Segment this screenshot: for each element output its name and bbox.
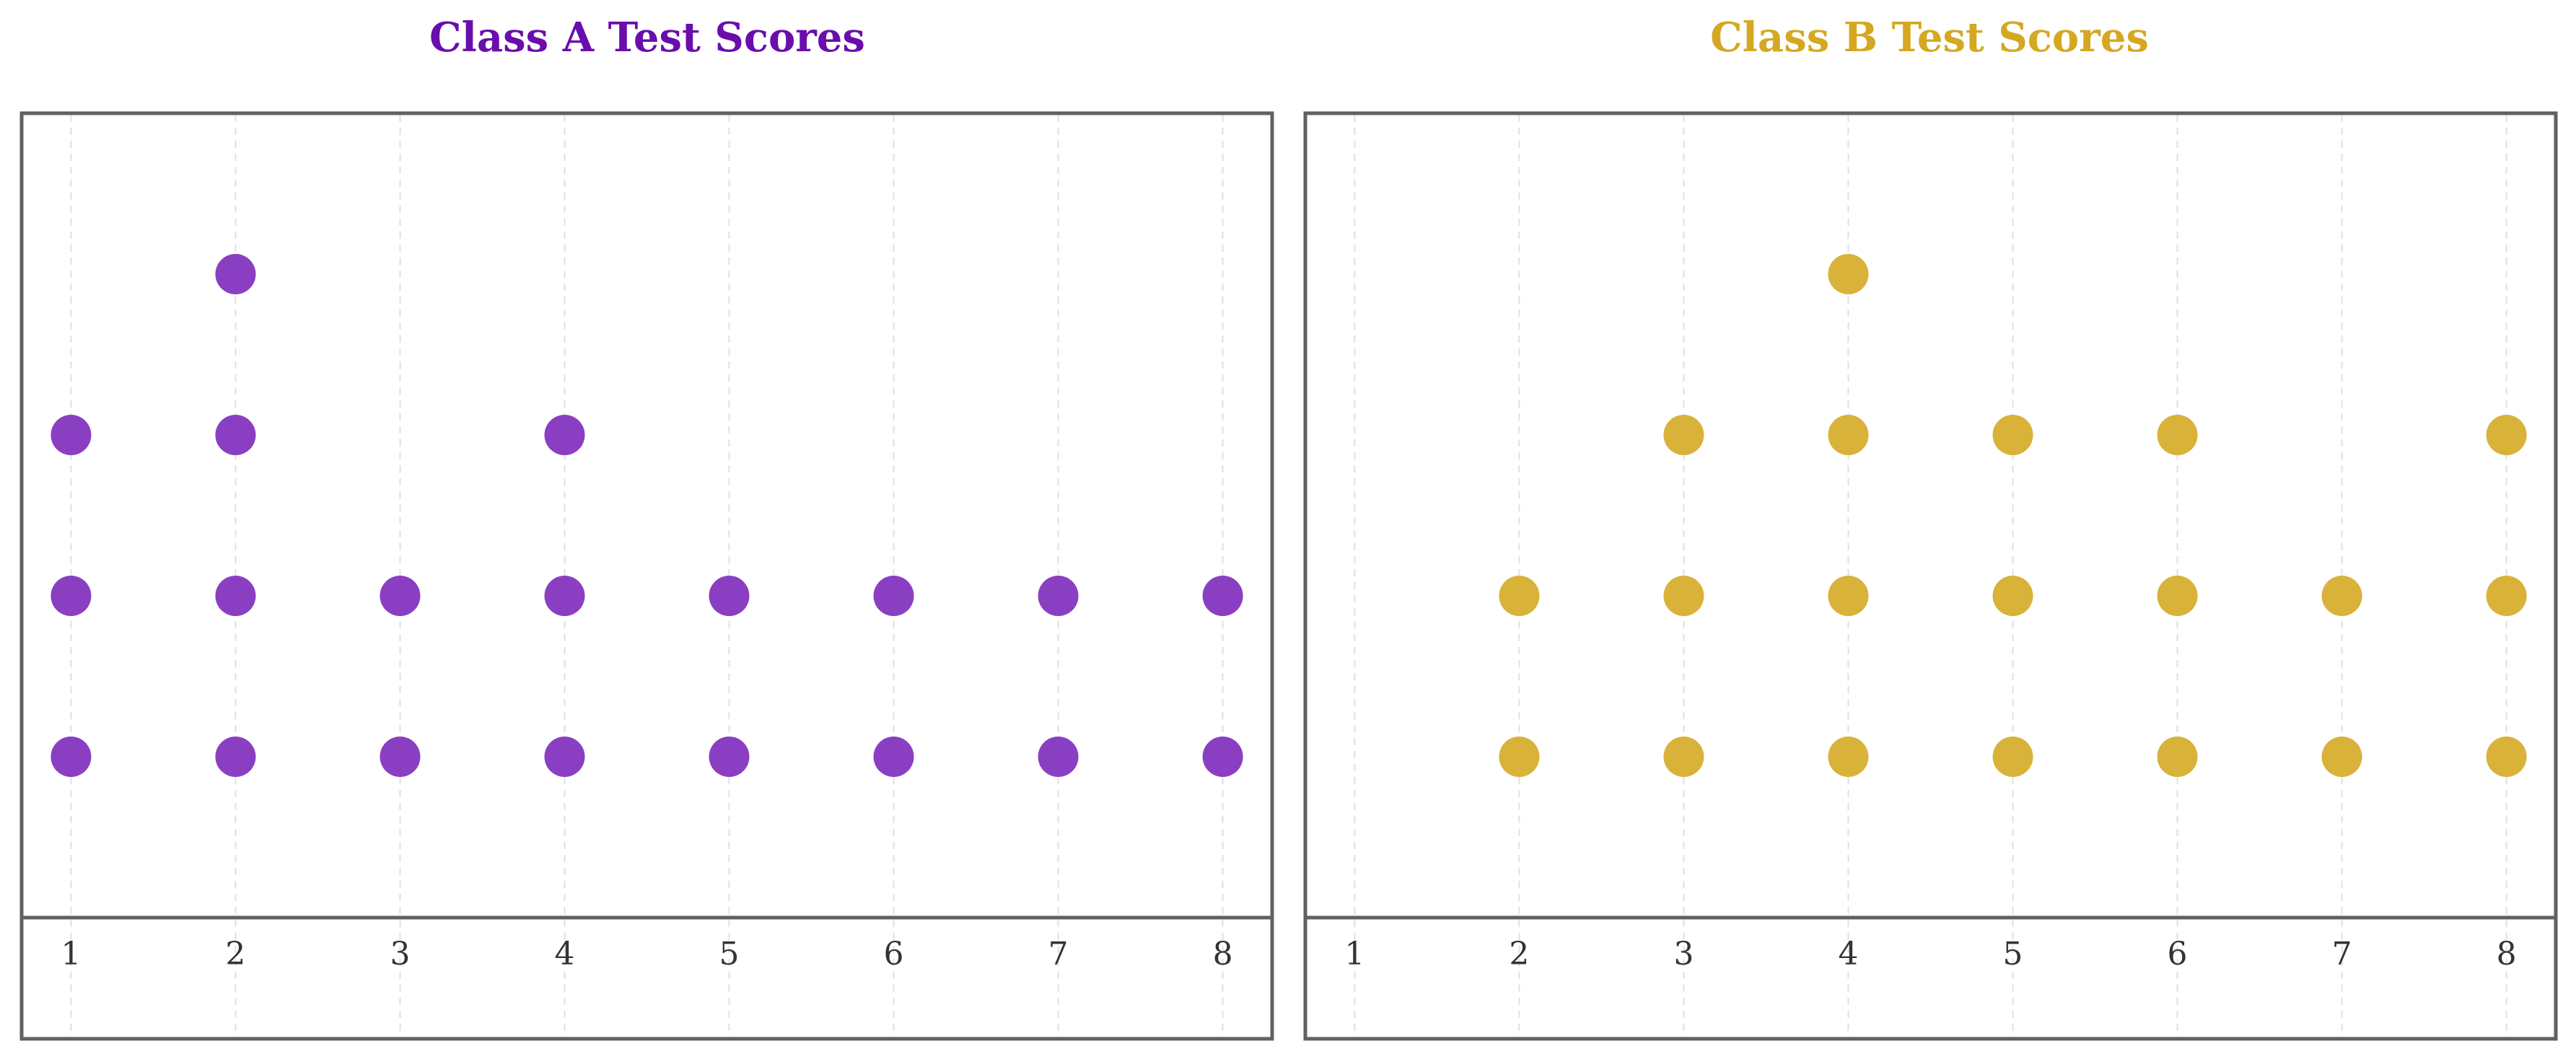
data-point (51, 576, 92, 616)
x-tick-label: 4 (1838, 936, 1858, 972)
x-tick-label: 8 (2497, 936, 2517, 972)
x-tick-label: 4 (554, 936, 574, 972)
data-point (1499, 737, 1540, 777)
data-point (1202, 576, 1243, 616)
data-point (1038, 737, 1079, 777)
panel-class-a: Class A Test Scores 1 2 3 4 5 6 7 8 (19, 14, 1274, 1041)
data-point (2486, 576, 2527, 616)
data-point (1663, 576, 1704, 616)
data-point (1663, 415, 1704, 455)
x-tick-label: 2 (225, 936, 245, 972)
data-point (873, 576, 914, 616)
x-tick-label: 3 (390, 936, 410, 972)
data-point (1992, 415, 2033, 455)
grid-lines (1354, 115, 2507, 1039)
grid-lines (70, 115, 1224, 1039)
data-point (215, 254, 256, 294)
data-point (215, 576, 256, 616)
panel-title: Class A Test Scores (429, 14, 865, 61)
x-tick-label: 5 (2003, 936, 2023, 972)
panel-class-b: Class B Test Scores 1 2 3 4 5 6 7 8 (1303, 14, 2558, 1041)
data-point (1202, 737, 1243, 777)
x-tick-label: 7 (2332, 936, 2352, 972)
data-point (1828, 254, 1869, 294)
data-point (544, 415, 585, 455)
x-tick-label: 6 (884, 936, 904, 972)
data-point (1828, 576, 1869, 616)
data-point (1038, 576, 1079, 616)
data-point (2157, 576, 2198, 616)
data-point (2321, 576, 2362, 616)
data-point (2157, 415, 2198, 455)
x-tick-label: 1 (1344, 936, 1364, 972)
data-point (1828, 737, 1869, 777)
data-point (380, 737, 421, 777)
data-point (709, 576, 750, 616)
x-tick-label: 6 (2168, 936, 2188, 972)
plot-frame (1303, 111, 2558, 1041)
data-point (2321, 737, 2362, 777)
data-point (2486, 415, 2527, 455)
plot-frame (19, 111, 1274, 1041)
data-point (2486, 737, 2527, 777)
data-point (873, 737, 914, 777)
data-point (215, 415, 256, 455)
data-point (544, 576, 585, 616)
x-tick-label: 8 (1213, 936, 1233, 972)
data-point (1828, 415, 1869, 455)
x-tick-label: 3 (1673, 936, 1694, 972)
data-point (380, 576, 421, 616)
data-point (51, 415, 92, 455)
x-tick-labels: 1 2 3 4 5 6 7 8 (61, 936, 1232, 972)
data-points (1499, 254, 2527, 777)
data-point (1992, 737, 2033, 777)
data-point (215, 737, 256, 777)
data-point (1499, 576, 1540, 616)
data-point (1992, 576, 2033, 616)
data-point (51, 737, 92, 777)
x-tick-label: 5 (719, 936, 740, 972)
x-tick-label: 1 (61, 936, 81, 972)
panel-title: Class B Test Scores (1710, 14, 2149, 61)
data-point (709, 737, 750, 777)
data-point (2157, 737, 2198, 777)
data-points (51, 254, 1243, 777)
x-tick-labels: 1 2 3 4 5 6 7 8 (1344, 936, 2516, 972)
x-tick-label: 7 (1048, 936, 1069, 972)
data-point (1663, 737, 1704, 777)
x-tick-label: 2 (1509, 936, 1529, 972)
data-point (544, 737, 585, 777)
